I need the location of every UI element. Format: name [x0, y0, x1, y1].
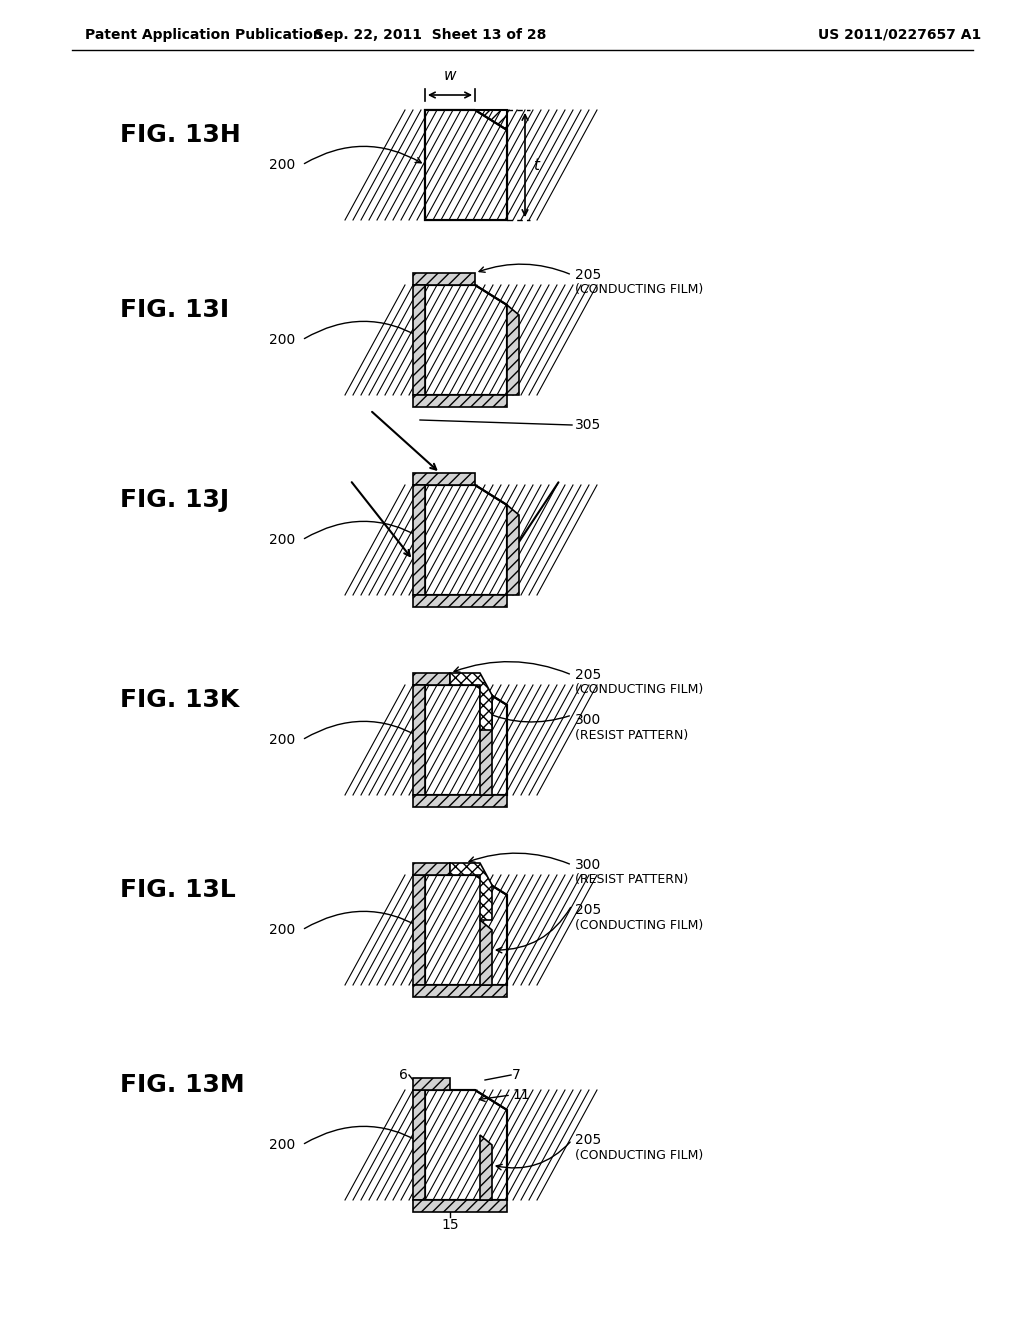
Polygon shape	[480, 1135, 492, 1200]
Polygon shape	[413, 1090, 425, 1200]
Polygon shape	[413, 673, 450, 685]
Text: 305: 305	[575, 418, 601, 432]
Polygon shape	[480, 920, 492, 985]
Polygon shape	[413, 595, 507, 607]
Text: (CONDUCTING FILM): (CONDUCTING FILM)	[575, 284, 703, 297]
Text: t: t	[534, 157, 539, 173]
Text: w: w	[443, 69, 457, 83]
Polygon shape	[413, 1078, 450, 1090]
Text: (CONDUCTING FILM): (CONDUCTING FILM)	[575, 919, 703, 932]
Text: FIG. 13J: FIG. 13J	[120, 488, 229, 512]
Text: 200: 200	[268, 923, 295, 937]
Text: 200: 200	[268, 1138, 295, 1152]
Polygon shape	[425, 110, 507, 220]
Text: 300: 300	[575, 858, 601, 873]
Polygon shape	[413, 273, 475, 285]
Text: (RESIST PATTERN): (RESIST PATTERN)	[575, 874, 688, 887]
Polygon shape	[425, 1090, 507, 1200]
Text: 200: 200	[268, 733, 295, 747]
Polygon shape	[425, 484, 507, 595]
Text: 11: 11	[512, 1088, 529, 1102]
Text: 205: 205	[575, 903, 601, 917]
Polygon shape	[413, 863, 450, 875]
Polygon shape	[413, 985, 507, 997]
Polygon shape	[425, 685, 507, 795]
Polygon shape	[413, 795, 507, 807]
Polygon shape	[413, 875, 425, 985]
Text: FIG. 13I: FIG. 13I	[120, 298, 229, 322]
Bar	[425, 110, 507, 220]
Text: Sep. 22, 2011  Sheet 13 of 28: Sep. 22, 2011 Sheet 13 of 28	[313, 28, 546, 42]
Polygon shape	[413, 473, 475, 484]
Text: 15: 15	[441, 1218, 459, 1232]
Polygon shape	[507, 506, 519, 595]
Text: 200: 200	[268, 533, 295, 546]
Text: 7: 7	[512, 1068, 521, 1082]
Text: FIG. 13L: FIG. 13L	[120, 878, 236, 902]
Text: FIG. 13M: FIG. 13M	[120, 1073, 245, 1097]
Polygon shape	[507, 305, 519, 395]
Polygon shape	[413, 1200, 507, 1212]
Text: FIG. 13H: FIG. 13H	[120, 123, 241, 147]
Polygon shape	[413, 484, 425, 595]
Polygon shape	[450, 673, 492, 730]
Text: 205: 205	[575, 268, 601, 282]
Polygon shape	[413, 395, 507, 407]
Polygon shape	[425, 285, 507, 395]
Text: (CONDUCTING FILM): (CONDUCTING FILM)	[575, 1148, 703, 1162]
Text: 6: 6	[399, 1068, 408, 1082]
Polygon shape	[450, 863, 492, 920]
Polygon shape	[413, 285, 425, 395]
Text: 205: 205	[575, 668, 601, 682]
Text: 200: 200	[268, 333, 295, 347]
Text: (RESIST PATTERN): (RESIST PATTERN)	[575, 729, 688, 742]
Polygon shape	[425, 875, 507, 985]
Text: 205: 205	[575, 1133, 601, 1147]
Text: FIG. 13K: FIG. 13K	[120, 688, 240, 711]
Text: Patent Application Publication: Patent Application Publication	[85, 28, 323, 42]
Polygon shape	[413, 685, 425, 795]
Text: US 2011/0227657 A1: US 2011/0227657 A1	[818, 28, 982, 42]
Polygon shape	[480, 685, 492, 795]
Text: 300: 300	[575, 713, 601, 727]
Text: (CONDUCTING FILM): (CONDUCTING FILM)	[575, 684, 703, 697]
Text: 200: 200	[268, 158, 295, 172]
